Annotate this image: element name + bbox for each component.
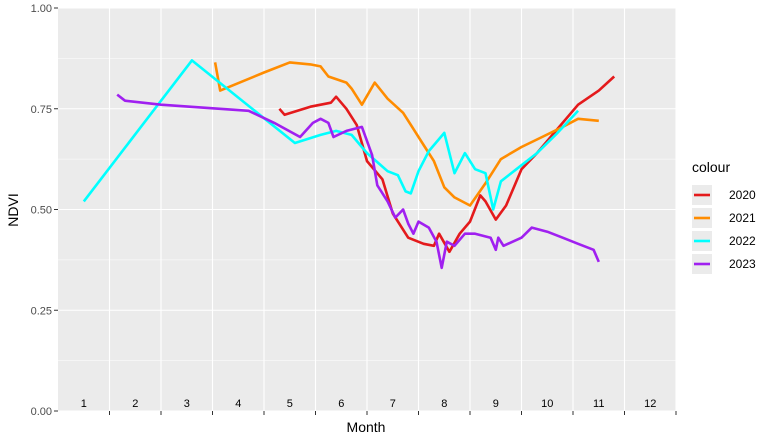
y-axis-title: NDVI [5, 193, 21, 226]
series-line-2023 [116, 93, 600, 270]
legend-title: colour [692, 159, 730, 175]
grid-major [58, 7, 677, 412]
legend-label-2023: 2023 [729, 257, 756, 271]
y-tick-label: 0.25 [31, 305, 52, 317]
legend-label-2021: 2021 [729, 211, 756, 225]
legend: colour 2020 2021 2022 2023 [692, 159, 756, 274]
x-tick-label: 11 [593, 398, 604, 410]
y-tick-label: 0.50 [31, 205, 52, 217]
x-tick-label: 5 [287, 398, 293, 410]
x-tick-label: 12 [644, 398, 656, 410]
x-tick-label: 7 [390, 398, 396, 410]
series-line-2021 [213, 61, 599, 207]
legend-label-2020: 2020 [729, 188, 756, 202]
y-tick-label: 0.75 [31, 104, 52, 116]
series-line-2022 [82, 59, 580, 211]
y-tick-label: 0.00 [31, 406, 52, 418]
x-tick-label: 10 [541, 398, 553, 410]
x-tick-label: 1 [81, 398, 87, 410]
x-tick-label: 3 [184, 398, 190, 410]
x-tick-label: 8 [441, 398, 447, 410]
y-tick-label: 1.00 [31, 3, 52, 15]
x-tick-label: 9 [493, 398, 499, 410]
series-lines [82, 59, 616, 270]
x-tick-label: 2 [132, 398, 138, 410]
legend-label-2022: 2022 [729, 234, 756, 248]
x-axis-title: Month [347, 419, 386, 435]
y-axis-ticks: 0.00 0.25 0.50 0.75 1.00 [31, 3, 58, 418]
x-tick-label: 6 [338, 398, 344, 410]
x-tick-label: 4 [235, 398, 241, 410]
x-axis-ticks: 1 2 3 4 5 6 7 8 9 10 11 12 [81, 398, 677, 415]
